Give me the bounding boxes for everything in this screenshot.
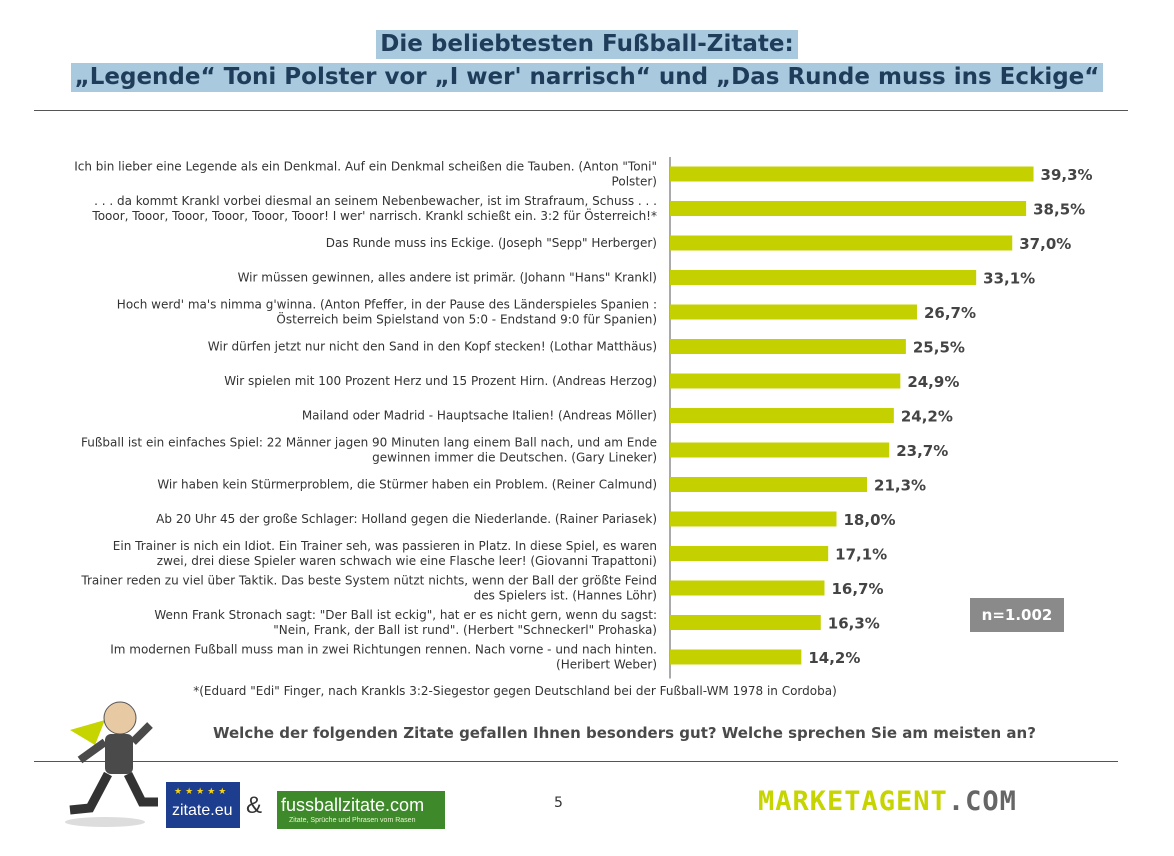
- bottom-divider: [34, 761, 1118, 762]
- bar: [670, 546, 829, 561]
- data-label: 26,7%: [924, 304, 976, 322]
- sample-size-badge: n=1.002: [970, 598, 1064, 632]
- category-label: Das Runde muss ins Eckige. (Joseph "Sepp…: [326, 236, 657, 250]
- bar: [670, 477, 868, 492]
- category-label: Wir dürfen jetzt nur nicht den Sand in d…: [208, 340, 657, 354]
- page-number: 5: [554, 795, 563, 811]
- data-label: 24,2%: [901, 408, 953, 426]
- category-label: Wir spielen mit 100 Prozent Herz und 15 …: [224, 374, 657, 388]
- fussballzitate-logo[interactable]: fussballzitate.com Zitate, Sprüche und P…: [277, 791, 445, 829]
- data-label: 37,0%: [1019, 235, 1071, 253]
- category-label: Ich bin lieber eine Legende als ein Denk…: [74, 160, 657, 189]
- category-label: Fußball ist ein einfaches Spiel: 22 Männ…: [81, 436, 657, 465]
- bar: [670, 511, 837, 527]
- data-label: 33,1%: [983, 270, 1035, 288]
- zitate-eu-logo[interactable]: ★★★★★ zitate.eu: [166, 782, 240, 828]
- category-label: Wenn Frank Stronach sagt: "Der Ball ist …: [154, 608, 657, 637]
- bar: [670, 304, 917, 320]
- bar: [670, 339, 906, 354]
- bar: [670, 615, 821, 630]
- data-label: 24,9%: [907, 373, 959, 391]
- data-label: 14,2%: [808, 649, 860, 667]
- category-label: Mailand oder Madrid - Hauptsache Italien…: [302, 409, 657, 423]
- top-divider: [34, 110, 1128, 111]
- bar: [670, 373, 901, 389]
- bar: [670, 649, 802, 665]
- bar: [670, 235, 1013, 251]
- bar: [670, 166, 1034, 182]
- category-label: Ein Trainer is nich ein Idiot. Ein Train…: [113, 539, 657, 568]
- data-label: 16,3%: [828, 615, 880, 633]
- category-label: Trainer reden zu viel über Taktik. Das b…: [80, 574, 657, 603]
- bar-chart: 39,3% Ich bin lieber eine Legende als ein…: [74, 157, 1093, 679]
- running-mascot-icon: [65, 701, 158, 827]
- bar: [670, 201, 1027, 216]
- category-label: Hoch werd' ma's nimma g'winna. (Anton Pf…: [117, 298, 657, 327]
- survey-question: Welche der folgenden Zitate gefallen Ihn…: [213, 724, 1036, 742]
- title-line-2: „Legende“ Toni Polster vor „I wer' narri…: [70, 63, 1104, 92]
- data-label: 38,5%: [1033, 201, 1085, 219]
- data-label: 25,5%: [913, 339, 965, 357]
- category-label: . . . da kommt Krankl vorbei diesmal an …: [91, 194, 657, 223]
- title-line-1: Die beliebtesten Fußball-Zitate:: [376, 30, 798, 59]
- footnote: *(Eduard "Edi" Finger, nach Krankls 3:2-…: [193, 684, 837, 698]
- chart-title: Die beliebtesten Fußball-Zitate: „Legend…: [0, 28, 1174, 94]
- ampersand: &: [246, 792, 263, 819]
- bar: [670, 408, 894, 423]
- data-label: 17,1%: [835, 546, 887, 564]
- category-label: Wir haben kein Stürmerproblem, die Stürm…: [157, 478, 657, 492]
- marketagent-logo[interactable]: MARKETAGENT.COM: [758, 786, 1017, 817]
- category-label: Wir müssen gewinnen, alles andere ist pr…: [238, 271, 657, 285]
- bar: [670, 580, 825, 596]
- category-label: Im modernen Fußball muss man in zwei Ric…: [110, 643, 657, 672]
- eu-stars-icon: ★★★★★: [174, 786, 230, 796]
- data-label: 21,3%: [874, 477, 926, 495]
- data-label: 23,7%: [896, 442, 948, 460]
- data-label: 18,0%: [844, 511, 896, 529]
- bar: [670, 442, 890, 458]
- data-label: 16,7%: [831, 580, 883, 598]
- data-label: 39,3%: [1041, 166, 1093, 184]
- bar: [670, 270, 977, 285]
- category-label: Ab 20 Uhr 45 der große Schlager: Holland…: [156, 512, 657, 526]
